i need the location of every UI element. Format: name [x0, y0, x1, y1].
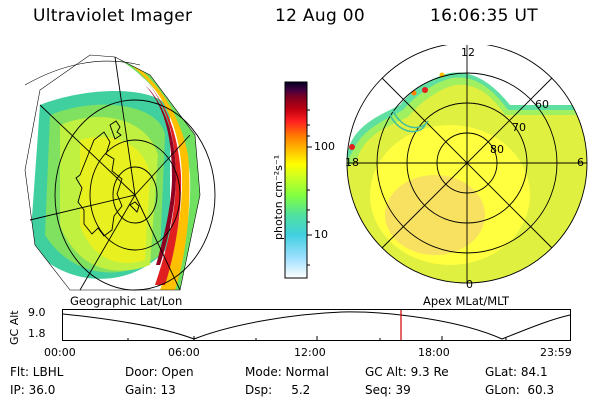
gain-info: Gain: 13 [125, 383, 176, 397]
intensity-colorbar [284, 81, 312, 279]
dsp-info: Dsp: 5.2 [245, 383, 311, 397]
mlt-label-18: 18 [345, 156, 359, 169]
colorbar-tick-100: 100 [314, 140, 335, 153]
mlat-label-80: 80 [490, 143, 504, 156]
altitude-ylabel: GC Alt [8, 310, 21, 345]
gc-alt-info: GC Alt: 9.3 Re [365, 365, 449, 379]
app-title: Ultraviolet Imager [33, 6, 193, 26]
mlat-label-70: 70 [512, 121, 526, 134]
time-tick-1800: 18:00 [418, 346, 450, 359]
colorbar-tick-10: 10 [314, 228, 328, 241]
door-info: Door: Open [125, 365, 194, 379]
altitude-timeline-plot[interactable] [62, 309, 572, 341]
glon-info: GLon: 60.3 [485, 383, 555, 397]
mlt-label-12: 12 [461, 46, 475, 59]
mlat-label-60: 60 [535, 98, 549, 111]
altitude-ytick-high: 9.0 [28, 306, 46, 319]
geographic-caption: Geographic Lat/Lon [70, 294, 183, 308]
glat-info: GLat: 84.1 [485, 365, 548, 379]
time-label: 16:06:35 UT [430, 6, 538, 26]
time-tick-0600: 06:00 [168, 346, 200, 359]
filter-info: Flt: LBHL [10, 365, 64, 379]
time-tick-0000: 00:00 [44, 346, 76, 359]
mode-info: Mode: Normal [245, 365, 329, 379]
geographic-auroral-image[interactable] [20, 45, 250, 295]
seq-info: Seq: 39 [365, 383, 411, 397]
mlt-label-6: 6 [577, 156, 584, 169]
mlt-label-0: 0 [466, 278, 473, 291]
time-tick-2359: 23:59 [540, 346, 572, 359]
date-label: 12 Aug 00 [275, 6, 365, 26]
altitude-ytick-low: 1.8 [28, 327, 46, 340]
ip-info: IP: 36.0 [10, 383, 56, 397]
mlat-mlt-polar-image[interactable] [340, 45, 590, 295]
colorbar-unit-label: photon cm⁻²s⁻¹ [272, 154, 285, 240]
mlt-caption: Apex MLat/MLT [423, 294, 510, 308]
time-tick-1200: 12:00 [294, 346, 326, 359]
